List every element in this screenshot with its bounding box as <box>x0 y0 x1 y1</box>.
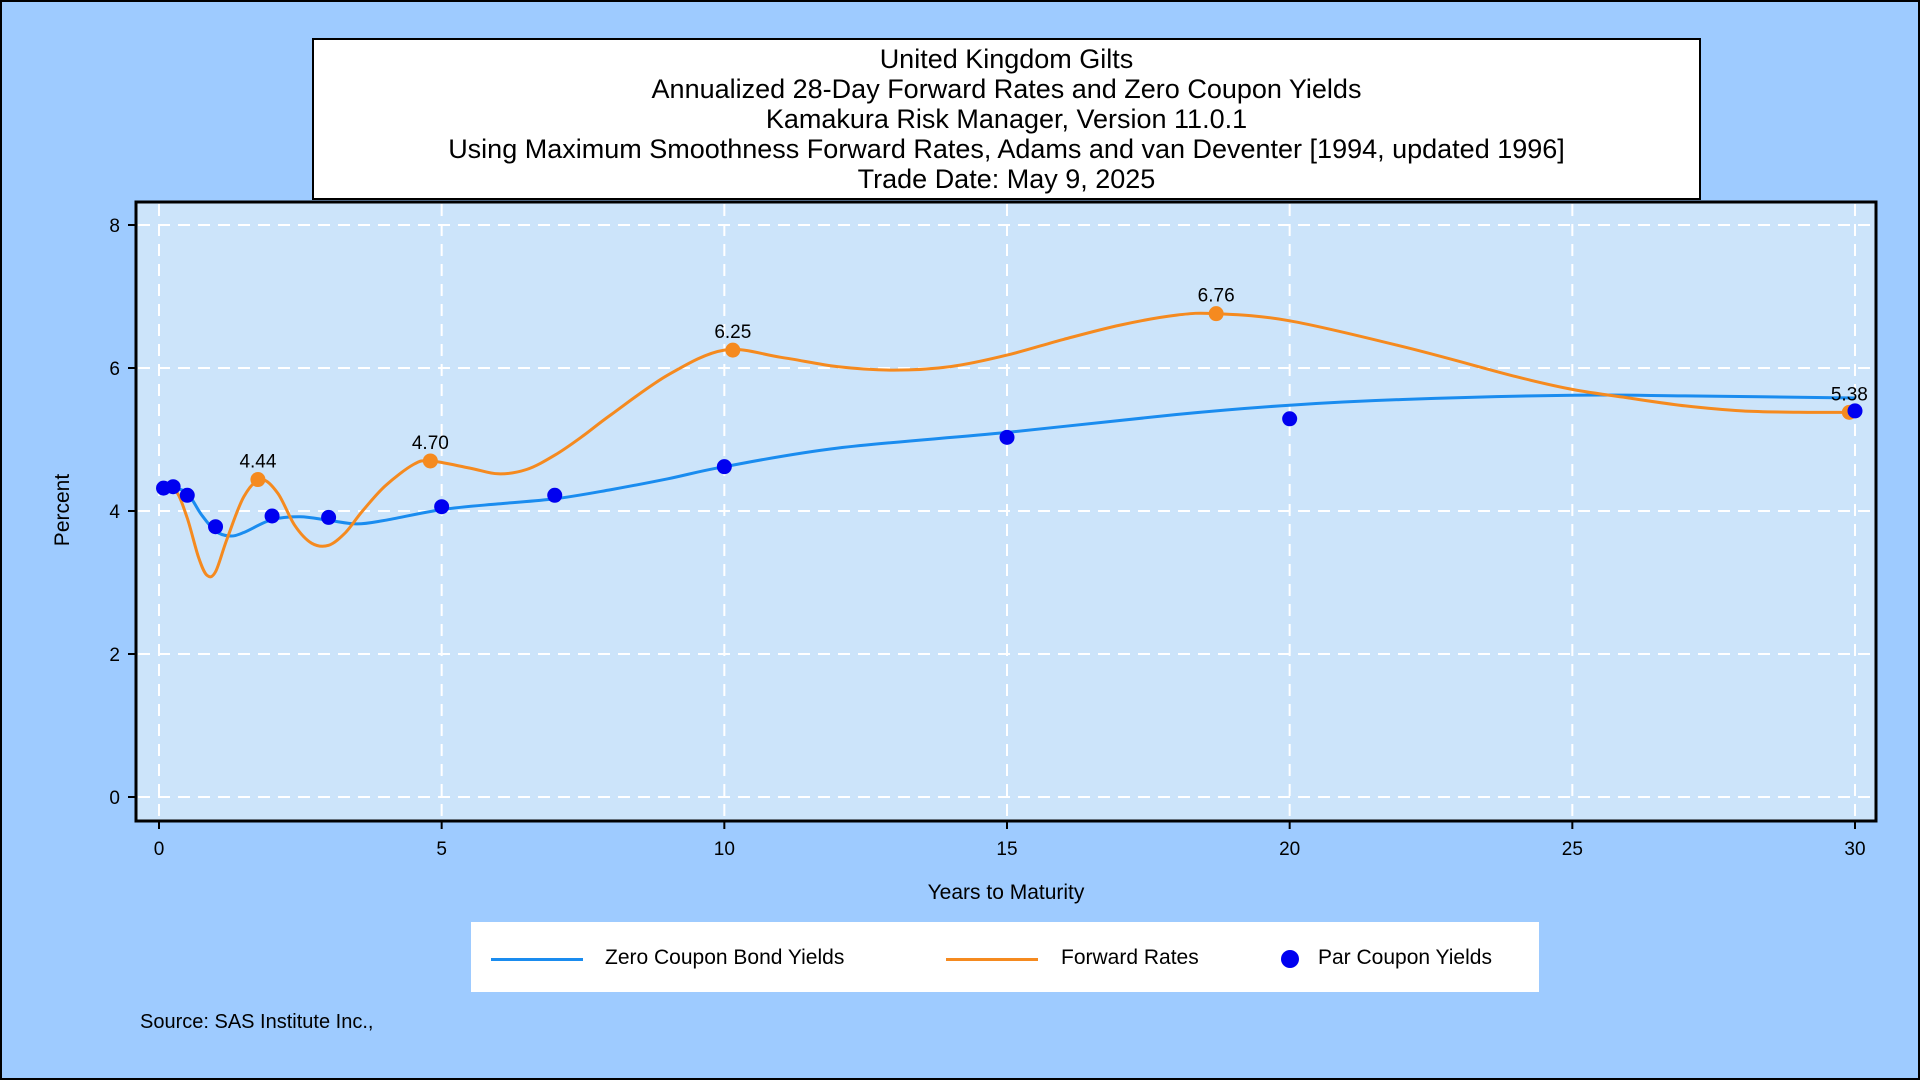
x-tick-label: 15 <box>996 839 1017 860</box>
y-tick-label: 0 <box>109 788 120 809</box>
forward-rate-line <box>163 311 1856 579</box>
par-coupon-point <box>547 487 563 503</box>
title-line: Using Maximum Smoothness Forward Rates, … <box>448 134 1565 164</box>
forward-rate-point <box>250 472 266 488</box>
chart-title-box: United Kingdom Gilts Annualized 28-Day F… <box>312 38 1701 200</box>
x-tick-label: 5 <box>436 839 447 860</box>
y-tick-label: 2 <box>109 645 120 666</box>
x-tick-label: 30 <box>1844 839 1865 860</box>
x-tick-label: 20 <box>1279 839 1300 860</box>
par-coupon-point <box>179 487 195 503</box>
legend-label-par: Par Coupon Yields <box>1318 946 1492 969</box>
title-line: United Kingdom Gilts <box>879 44 1134 74</box>
y-tick-label: 6 <box>109 359 120 380</box>
title-line: Annualized 28-Day Forward Rates and Zero… <box>651 74 1362 104</box>
title-line: Trade Date: May 9, 2025 <box>857 164 1156 194</box>
forward-rate-point <box>725 342 741 358</box>
legend-swatch-forward <box>946 958 1038 961</box>
title-line: Kamakura Risk Manager, Version 11.0.1 <box>765 104 1248 134</box>
legend-label-zero-coupon: Zero Coupon Bond Yields <box>605 946 845 969</box>
par-coupon-point <box>434 499 450 515</box>
forward-rate-point <box>1208 306 1224 322</box>
data-label: 6.76 <box>1198 286 1235 307</box>
par-coupon-point <box>1847 403 1863 419</box>
legend: Zero Coupon Bond Yields Forward Rates Pa… <box>471 922 1539 992</box>
x-tick-label: 10 <box>714 839 735 860</box>
par-coupon-point <box>321 509 337 525</box>
data-label: 6.25 <box>714 322 751 343</box>
par-coupon-point <box>165 479 181 495</box>
data-label: 5.38 <box>1831 384 1868 405</box>
legend-swatch-par <box>1281 950 1299 968</box>
y-axis-label: Percent <box>51 474 74 547</box>
x-tick-label: 0 <box>154 839 165 860</box>
legend-swatch-zero-coupon <box>491 958 583 961</box>
data-label: 4.44 <box>239 452 276 473</box>
forward-rate-point <box>422 453 438 469</box>
par-coupon-point <box>716 459 732 475</box>
y-tick-label: 4 <box>109 502 120 523</box>
data-label: 4.70 <box>412 433 449 454</box>
par-coupon-point <box>999 429 1015 445</box>
par-coupon-point <box>208 519 224 535</box>
legend-label-forward: Forward Rates <box>1061 946 1199 969</box>
x-axis-label: Years to Maturity <box>928 881 1085 904</box>
y-tick-label: 8 <box>109 216 120 237</box>
source-note: Source: SAS Institute Inc., <box>140 1011 374 1033</box>
par-coupon-point <box>1282 411 1298 427</box>
par-coupon-point <box>264 508 280 524</box>
x-tick-label: 25 <box>1562 839 1583 860</box>
